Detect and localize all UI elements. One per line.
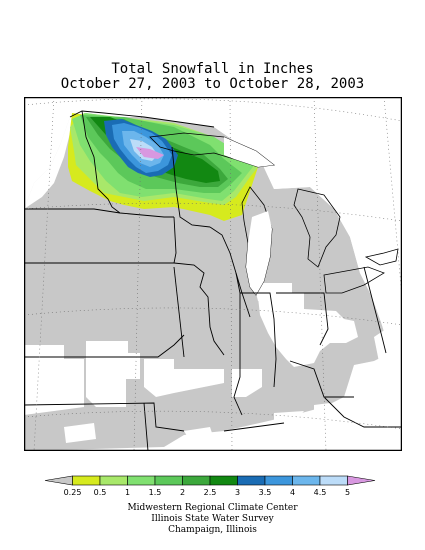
map-frame	[24, 97, 402, 451]
legend-color-swatch	[182, 475, 211, 486]
snowfall-legend: 0.25 0.5 1 1.5 2 2.5 3 3.5 4 4.5 5	[44, 475, 376, 497]
graticule-lines	[24, 97, 402, 451]
legend-color-swatch	[319, 475, 348, 486]
legend-tick-label: 0.5	[94, 488, 107, 497]
credit-line-1: Midwestern Regional Climate Center	[127, 503, 298, 513]
outside-domain-west	[24, 97, 70, 209]
legend-color-swatch	[72, 475, 101, 486]
legend-color-swatch	[44, 475, 73, 486]
snowfall-band-over-5	[136, 147, 164, 159]
legend-tick-label: 5	[345, 488, 350, 497]
legend-tick-label: 3	[235, 488, 240, 497]
no-snow-areas	[24, 117, 402, 451]
legend-color-swatch	[237, 475, 266, 486]
legend-tick-label: 2.5	[204, 488, 217, 497]
legend-color-swatch	[264, 475, 293, 486]
outside-domain-region	[144, 97, 402, 345]
legend-tick-label: 3.5	[259, 488, 272, 497]
legend-color-swatch	[347, 475, 376, 486]
legend-tick-label: 1.5	[149, 488, 162, 497]
legend-color-swatch	[154, 475, 183, 486]
legend-color-swatch	[99, 475, 128, 486]
credit-line-2: Illinois State Water Survey	[151, 514, 274, 524]
legend-tick-label: 4	[290, 488, 295, 497]
legend-color-swatch	[127, 475, 156, 486]
map-title: Total Snowfall in Inches	[111, 61, 314, 77]
legend-tick-label: 0.25	[64, 488, 82, 497]
state-boundaries	[24, 110, 402, 451]
snowfall-map	[24, 97, 402, 451]
legend-tick-label: 2	[180, 488, 185, 497]
credit-line-3: Champaign, Illinois	[168, 525, 257, 535]
legend-tick-label: 4.5	[314, 488, 327, 497]
legend-tick-label: 1	[125, 488, 130, 497]
legend-color-swatch	[292, 475, 321, 486]
map-date-range: October 27, 2003 to October 28, 2003	[60, 76, 365, 92]
legend-color-swatch	[209, 475, 238, 486]
